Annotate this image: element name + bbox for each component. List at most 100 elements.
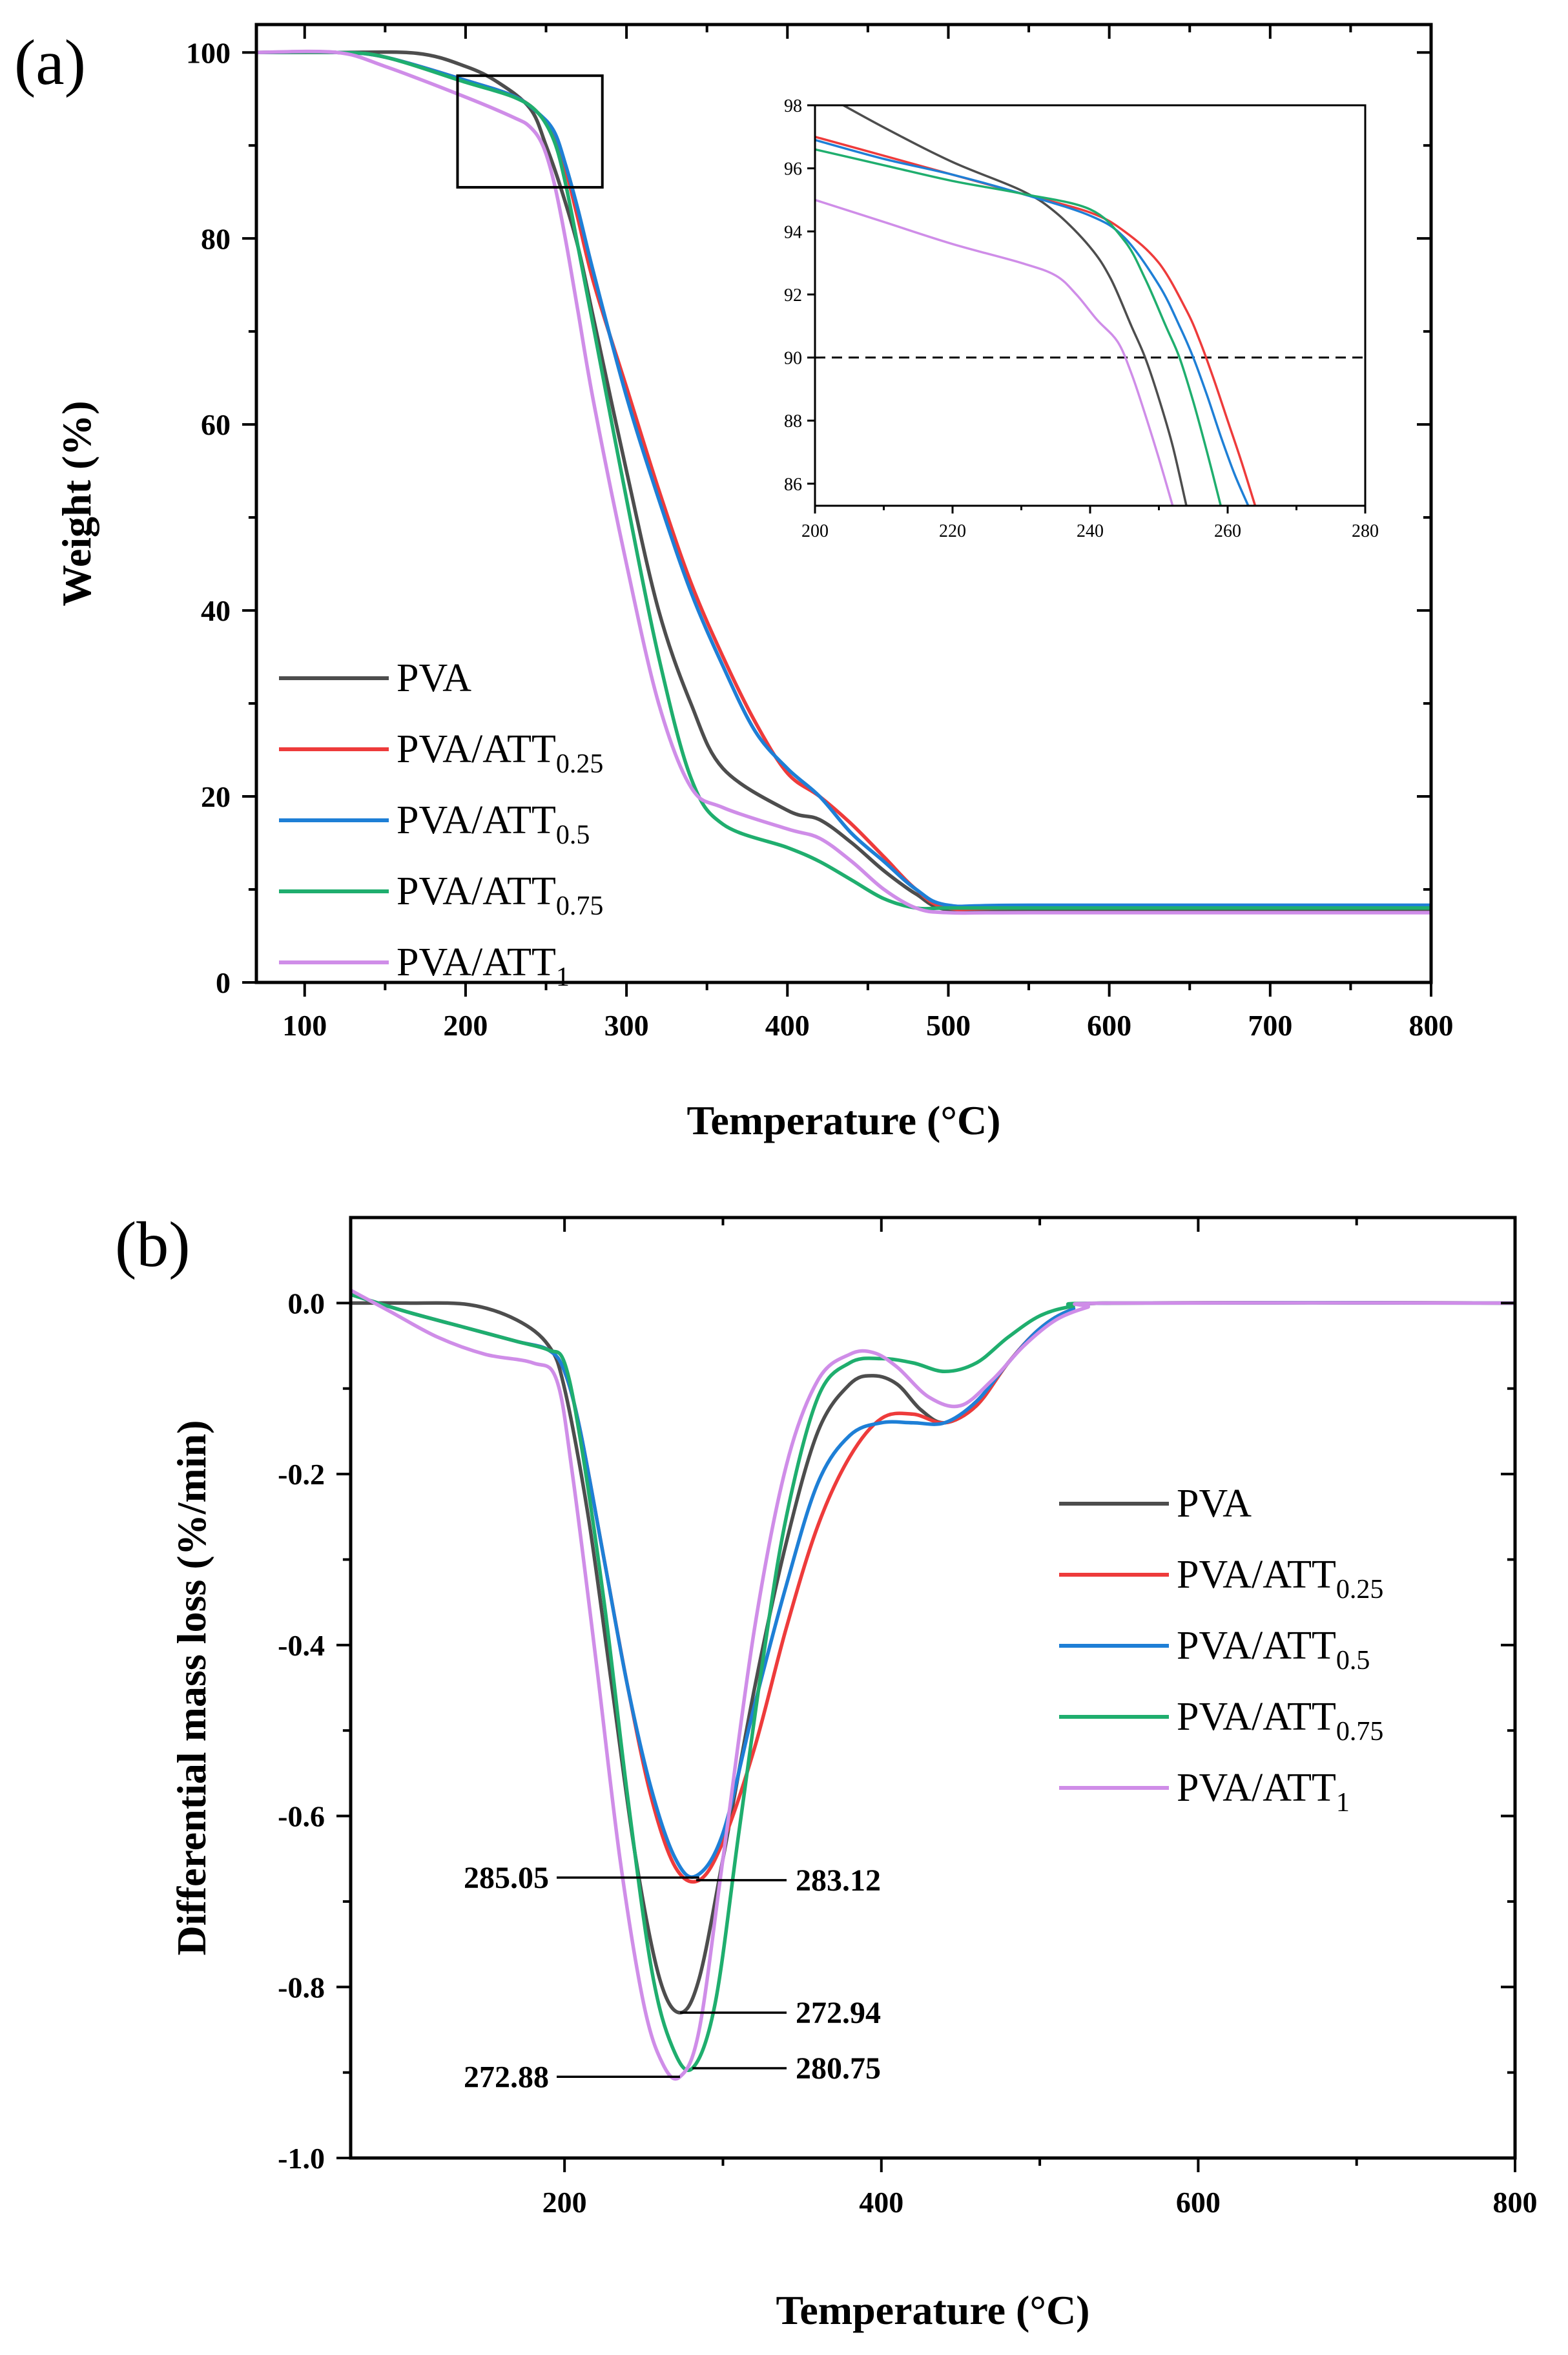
panel-b-legend-label-pva-att1: PVA/ATT1 [1177, 1766, 1350, 1818]
legend-name: PVA/ATT [397, 869, 556, 913]
panel-b-legend-label-pva-att0-75: PVA/ATT0.75 [1177, 1695, 1383, 1747]
panel-a-x-tick-label: 400 [765, 1009, 810, 1042]
legend-subscript: 0.5 [1336, 1646, 1370, 1675]
panel-b-annotation-272-88: 272.88 [464, 2060, 680, 2094]
legend-name: PVA/ATT [1177, 1766, 1336, 1810]
panel-a-zoom-box [456, 74, 604, 189]
panel-b-y-tick-label: 0.0 [288, 1287, 325, 1320]
panel-a-x-tick-label: 700 [1248, 1009, 1292, 1042]
inset-y-tick-label: 98 [784, 96, 802, 116]
panel-a-y-tick-label: 100 [186, 36, 231, 69]
inset-y-tick-label: 96 [784, 160, 802, 180]
annotation-label: 272.94 [796, 1996, 881, 2030]
inset-x-tick-label: 280 [1352, 521, 1379, 541]
inset-line-pva-att0-75 [815, 148, 1222, 506]
legend-subscript: 0.5 [556, 820, 590, 850]
panel-b-legend-label-pva: PVA [1177, 1482, 1252, 1526]
panel-b-y-tick-label: -0.6 [278, 1800, 325, 1833]
panel-b-plot-frame [349, 1216, 1517, 2160]
panel-b-line-pva-att0-5 [351, 1292, 1515, 1879]
panel-a-line-pva-att0-75 [256, 50, 1431, 911]
panel-a-y-tick-label: 40 [201, 594, 231, 627]
legend-name: PVA [397, 656, 471, 700]
inset-x-tick-label: 220 [939, 521, 966, 541]
panel-b-legend-label-pva-att0-5: PVA/ATT0.5 [1177, 1624, 1370, 1675]
legend-name: PVA [1177, 1482, 1252, 1526]
inset-y-tick-label: 86 [784, 475, 802, 495]
legend-subscript: 1 [1336, 1788, 1350, 1818]
panel-a-y-tick-label: 60 [201, 408, 231, 441]
panel-a-legend-label-pva-att1: PVA/ATT1 [397, 940, 570, 992]
inset-y-tick-label: 94 [784, 222, 802, 242]
panel-a-weight-chart: 100 200 300 400 500 600 700 800 0 20 40 60 80 100 Temp… [14, 23, 1454, 1143]
annotation-label: 283.12 [796, 1863, 881, 1898]
panel-a-y-tick-label: 20 [201, 780, 231, 813]
panel-a-x-tick-label: 500 [926, 1009, 971, 1042]
panel-b-y-tick-label: -0.8 [278, 1971, 325, 2004]
panel-a-legend-label-pva: PVA [397, 656, 471, 700]
panel-b-x-tick-label: 200 [542, 2186, 587, 2219]
legend-name: PVA/ATT [1177, 1553, 1336, 1597]
panel-b-annotation-280-75: 280.75 [692, 2051, 881, 2086]
panel-a-y-axis-title: Weight (%) [54, 400, 99, 606]
panel-a-x-axis-title: Temperature (°C) [687, 1097, 1001, 1143]
inset-y-tick-label: 90 [784, 349, 802, 369]
panel-a-inset: 200 220 240 260 280 86 88 90 92 94 96 98 [784, 96, 1379, 541]
legend-name: PVA/ATT [1177, 1624, 1336, 1668]
panel-a-legend-label-pva-att0-5: PVA/ATT0.5 [397, 798, 590, 850]
panel-a-x-tick-label: 200 [443, 1009, 488, 1042]
inset-x-tick-label: 200 [801, 521, 829, 541]
panel-b-x-tick-label: 600 [1176, 2186, 1221, 2219]
panel-b-annotation-283-12: 283.12 [696, 1863, 881, 1898]
panel-a-plot-frame [254, 23, 1433, 984]
legend-subscript: 0.25 [1336, 1575, 1384, 1604]
inset-y-tick-label: 88 [784, 411, 802, 431]
panel-b-annotation-272-94: 272.94 [680, 1996, 881, 2030]
legend-subscript: 1 [556, 962, 570, 992]
panel-b-x-tick-label: 400 [859, 2186, 903, 2219]
panel-b-y-axis-title: Differential mass loss (%/min) [169, 1420, 214, 1956]
inset-y-tick-label: 92 [784, 285, 802, 306]
panel-a-x-tick-label: 800 [1409, 1009, 1454, 1042]
legend-subscript: 0.75 [556, 891, 604, 921]
legend-subscript: 0.25 [556, 749, 604, 779]
annotation-label: 285.05 [464, 1861, 549, 1895]
annotation-label: 272.88 [464, 2060, 549, 2094]
legend-name: PVA/ATT [1177, 1695, 1336, 1739]
panel-b-line-pva-att1 [351, 1289, 1515, 2081]
inset-line-pva [841, 105, 1188, 506]
panel-b-y-tick-label: -1.0 [278, 2142, 325, 2175]
panel-a-y-tick-label: 80 [201, 222, 231, 255]
panel-b-line-pva-att0-75 [351, 1292, 1515, 2072]
panel-a-x-tick-label: 100 [282, 1009, 327, 1042]
panel-a-legend-label-pva-att0-75: PVA/ATT0.75 [397, 869, 603, 921]
inset-series-group [815, 105, 1365, 506]
panel-a-series-group [256, 49, 1431, 915]
annotation-label: 280.75 [796, 2051, 881, 2086]
panel-a-x-tick-label: 300 [604, 1009, 649, 1042]
legend-name: PVA/ATT [397, 727, 556, 771]
inset-x-tick-label: 240 [1077, 521, 1104, 541]
panel-b-x-tick-label: 800 [1493, 2186, 1538, 2219]
inset-line-pva-att1 [815, 198, 1174, 506]
panel-b-series-group [351, 1289, 1515, 2081]
panel-b-legend-label-pva-att0-25: PVA/ATT0.25 [1177, 1553, 1383, 1604]
inset-x-tick-label: 260 [1214, 521, 1241, 541]
panel-a-label: (a) [14, 26, 86, 98]
inset-line-pva-att0-5 [815, 139, 1250, 506]
panel-b-annotation-285-05: 285.05 [464, 1861, 699, 1895]
legend-subscript: 0.75 [1336, 1717, 1384, 1747]
panel-a-line-pva-att1 [256, 49, 1431, 915]
panel-a-y-tick-label: 0 [216, 966, 231, 999]
legend-name: PVA/ATT [397, 940, 556, 984]
inset-background [815, 105, 1365, 506]
panel-b-label: (b) [115, 1209, 191, 1280]
panel-b-dtg-chart: 200 400 600 800 0.0 -0.2 -0.4 -0.6 -0.8 -1.0 285.0… [115, 1209, 1538, 2333]
legend-name: PVA/ATT [397, 798, 556, 842]
panel-b-x-axis-title: Temperature (°C) [776, 2287, 1090, 2333]
panel-a-legend-label-pva-att0-25: PVA/ATT0.25 [397, 727, 603, 779]
panel-b-y-tick-label: -0.2 [278, 1458, 325, 1491]
panel-b-y-tick-label: -0.4 [278, 1629, 325, 1662]
panel-a-x-tick-label: 600 [1087, 1009, 1131, 1042]
